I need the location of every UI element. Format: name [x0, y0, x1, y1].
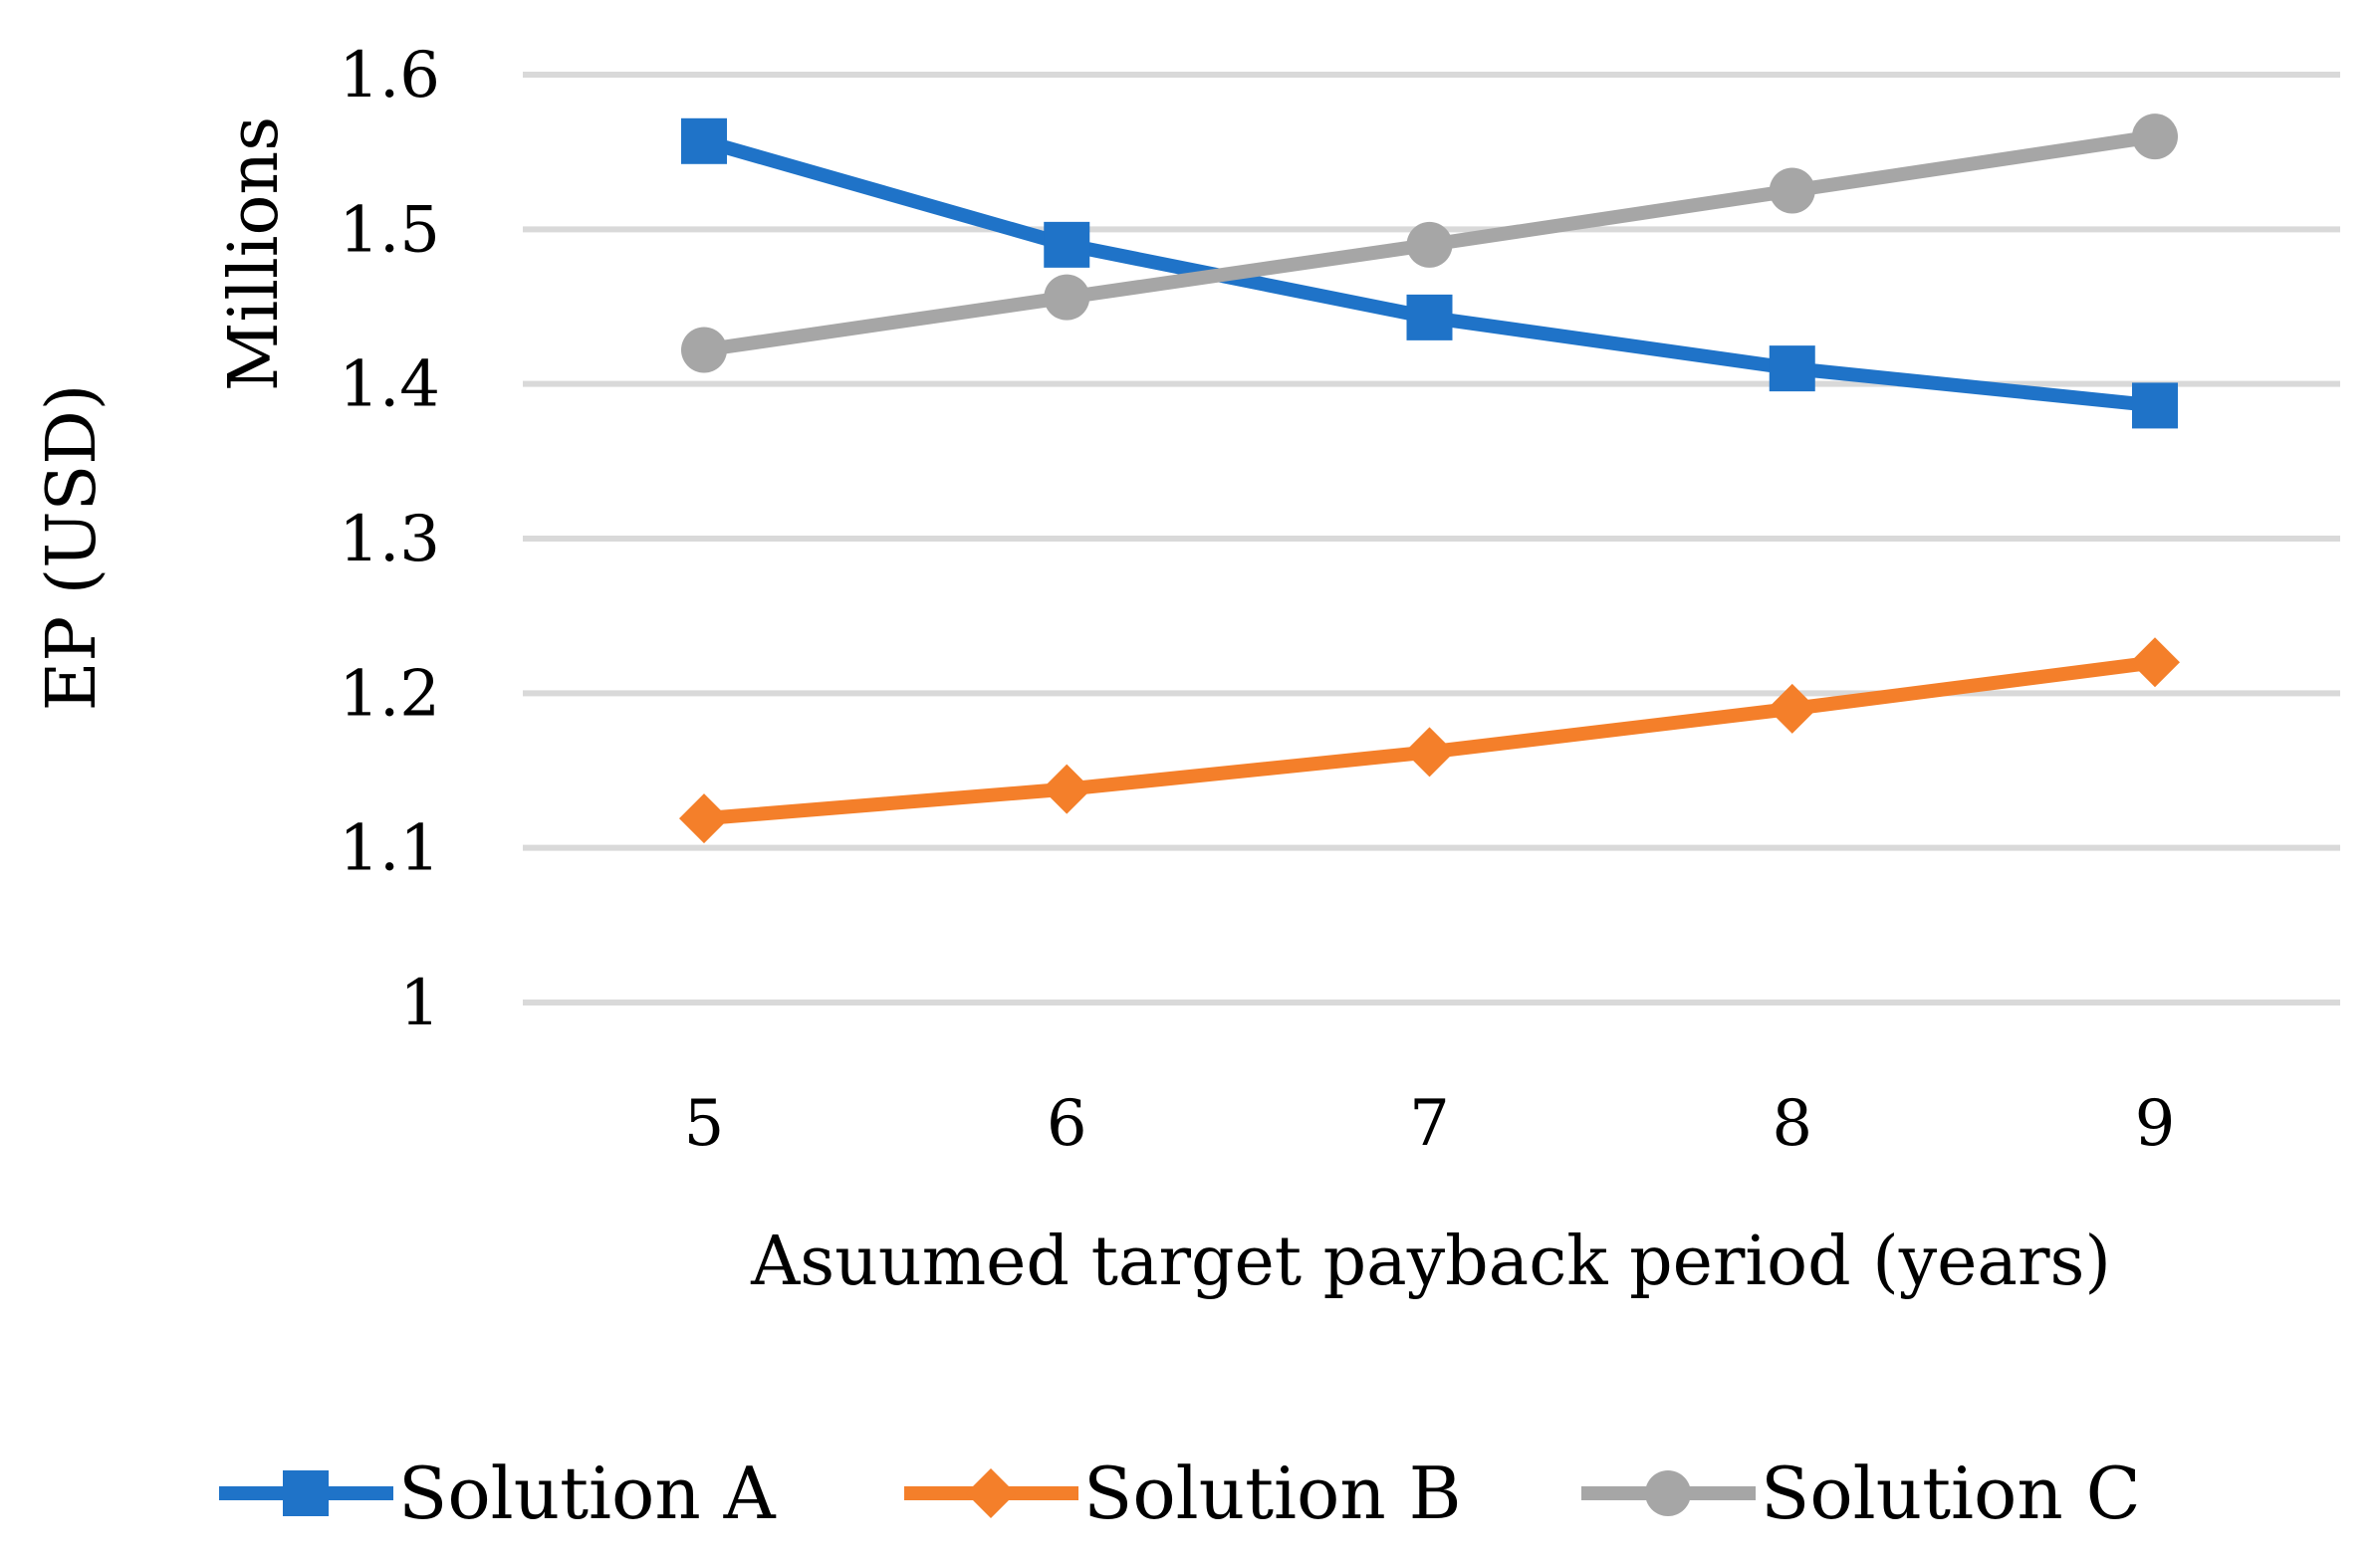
series-solution-b [679, 637, 2180, 844]
legend-entry: Solution B [904, 1451, 1462, 1535]
y-tick-label: 1.6 [339, 39, 440, 112]
x-tick-label: 5 [684, 1087, 725, 1161]
y-axis-unit-label: Millions [215, 116, 294, 391]
legend-swatch-marker [1645, 1470, 1691, 1516]
x-axis-title: Asuumed target payback period (years) [750, 1223, 2111, 1301]
y-tick-label: 1.4 [339, 348, 440, 422]
data-point-diamond [1767, 683, 1817, 734]
data-point-circle [1044, 274, 1090, 321]
legend-label: Solution C [1761, 1451, 2141, 1535]
y-tick-label: 1.1 [339, 812, 440, 886]
data-point-circle [2132, 113, 2178, 160]
y-tick-label: 1.2 [339, 657, 440, 731]
x-tick-label: 6 [1047, 1087, 1087, 1161]
data-point-square [1406, 294, 1453, 340]
data-point-square [681, 117, 727, 164]
series-lines [679, 113, 2180, 844]
data-point-diamond [2130, 637, 2180, 688]
x-tick-label: 9 [2135, 1087, 2176, 1161]
y-axis-ticks: 1 1.1 1.2 1.3 1.4 1.5 1.6 [339, 39, 440, 1040]
series-line [697, 133, 2162, 413]
data-point-circle [1769, 167, 1815, 214]
data-point-square [1769, 345, 1815, 392]
data-point-square [2132, 382, 2178, 429]
series-solution-c [681, 113, 2178, 373]
y-tick-label: 1.5 [339, 193, 440, 267]
y-axis-title: EP (USD) [33, 384, 112, 711]
legend-label: Solution B [1083, 1451, 1462, 1535]
y-tick-label: 1.3 [339, 503, 440, 576]
x-tick-label: 7 [1409, 1087, 1450, 1161]
legend-entry: Solution A [219, 1451, 777, 1535]
gridlines [523, 72, 2340, 1005]
data-point-diamond [1042, 764, 1092, 814]
data-point-circle [1406, 221, 1453, 268]
legend-entry: Solution C [1581, 1451, 2141, 1535]
x-tick-label: 8 [1772, 1087, 1812, 1161]
data-point-square [1044, 221, 1090, 268]
x-axis-ticks: 5 6 7 8 9 [684, 1087, 2176, 1161]
data-point-diamond [679, 793, 729, 844]
legend: Solution A Solution B Solution C [219, 1451, 2141, 1535]
data-point-circle [681, 327, 727, 373]
y-tick-label: 1 [399, 967, 440, 1040]
data-point-diamond [1404, 727, 1455, 778]
legend-label: Solution A [398, 1451, 777, 1535]
legend-swatch-marker [966, 1468, 1016, 1518]
legend-swatch-marker [283, 1470, 329, 1516]
series-solution-a [681, 117, 2178, 429]
